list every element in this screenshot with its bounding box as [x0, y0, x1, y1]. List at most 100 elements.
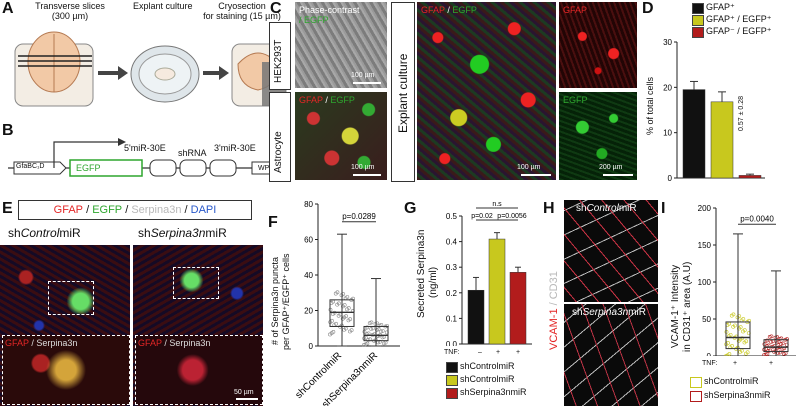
- legend-swatch: [446, 375, 458, 386]
- brain-illustration: [14, 31, 94, 107]
- p-value-label: p=0.0056: [497, 213, 526, 220]
- data-point: [335, 290, 340, 295]
- legend-label: GFAP⁻ / EGFP⁺: [706, 26, 772, 36]
- y-tick-label: 50: [702, 315, 711, 324]
- f-ylabel-2: per GFAP⁺/EGFP⁺ cells: [281, 253, 291, 350]
- dapi-label: DAPI: [190, 204, 217, 216]
- scale-bar: [603, 174, 633, 176]
- data-point: [780, 341, 785, 346]
- scale-bar-label: 200 µm: [599, 164, 623, 171]
- data-point: [742, 328, 747, 333]
- chart-d: 0 10 20 30: [663, 38, 765, 183]
- promoter-label: GfaBC₁D: [16, 163, 45, 170]
- arrow-icon: [203, 66, 229, 80]
- sep: /: [122, 204, 132, 216]
- mir3-label: 3'miR-30E: [214, 143, 256, 153]
- y-tick-label: 150: [698, 241, 712, 250]
- micrograph-h-knockdown: shSerpina3nmiR: [564, 304, 658, 406]
- y-tick-label: 100: [698, 278, 712, 287]
- p-value-label: p=0.02: [471, 213, 493, 220]
- data-point: [775, 340, 779, 345]
- box: [763, 339, 789, 353]
- data-point: [366, 338, 371, 342]
- data-point: [349, 328, 354, 333]
- y-tick-label: 0.5: [446, 212, 458, 221]
- d-ylabel: % of total cells: [645, 76, 655, 135]
- panel-letter-e: E: [2, 200, 13, 217]
- g-tnf-value: +: [516, 349, 521, 356]
- panel-letter-f: F: [268, 214, 278, 231]
- y-tick-label: 0: [309, 342, 314, 351]
- g-tnf-label: TNF:: [444, 349, 460, 356]
- data-point: [762, 353, 766, 356]
- legend-swatch: [692, 27, 704, 38]
- gfap-label: GFAP: [138, 338, 162, 348]
- legend-swatch: [446, 388, 458, 399]
- gfap-label: GFAP: [53, 204, 84, 216]
- i-tnf-value: +: [733, 360, 738, 367]
- bar: [710, 101, 734, 179]
- panel-letter-d: D: [642, 0, 654, 17]
- p-value-label: p=0.0040: [740, 214, 774, 223]
- e-col1-label: shControlmiR: [8, 226, 81, 240]
- data-point: [741, 317, 746, 321]
- data-point: [785, 337, 789, 342]
- row-label-astrocyte: Astrocyte: [269, 92, 291, 182]
- panel-a-schematic: [14, 31, 287, 107]
- data-point: [765, 338, 770, 343]
- data-point: [767, 335, 772, 339]
- box: [329, 299, 355, 327]
- data-point: [765, 352, 770, 356]
- i-ylabel-1: VCAM-1⁺ Intensity: [670, 264, 681, 348]
- phase-egfp-label: / EGFP: [299, 15, 329, 25]
- data-point: [744, 339, 749, 344]
- legend-label: shSerpina3nmiR: [460, 387, 527, 397]
- data-point: [782, 351, 786, 356]
- i-tnf-value: +: [769, 360, 774, 367]
- y-tick-label: 20: [304, 307, 313, 316]
- data-point: [385, 323, 389, 328]
- data-point: [363, 342, 368, 347]
- y-tick-label: 40: [304, 271, 313, 280]
- d-annotation: 0.57 ± 0.28: [738, 96, 745, 131]
- chart-g: 0.0 0.1 0.2 0.3 0.4 0.5 n.s p=0.02 p=0.0056: [446, 201, 532, 346]
- y-tick-label: 0: [668, 174, 673, 183]
- egfp-label: EGFP: [330, 95, 355, 105]
- box: [363, 325, 389, 342]
- e-header-box: GFAP / EGFP / Serpina3n / DAPI: [18, 200, 252, 220]
- panel-b-construct: [8, 138, 285, 177]
- micrograph-e-knockdown: GFAP / Serpina3n 50 µm: [133, 245, 263, 406]
- data-point: [369, 320, 374, 325]
- scale-bar-label: 100 µm: [517, 164, 541, 171]
- data-point: [732, 323, 737, 328]
- gfap-label: GFAP: [299, 95, 323, 105]
- y-tick-label: 20: [663, 83, 672, 92]
- data-point: [365, 325, 370, 330]
- panel-letter-a: A: [2, 0, 14, 17]
- gfap-label: GFAP: [421, 5, 445, 15]
- serpina3n-label: / Serpina3n: [31, 338, 78, 348]
- shrna-label: shRNA: [178, 148, 207, 158]
- micrograph-astrocyte: GFAP / EGFP 100 µm: [295, 92, 387, 180]
- scale-bar: [521, 174, 551, 176]
- panel-letter-h: H: [543, 200, 555, 217]
- data-point: [730, 344, 734, 348]
- y-tick-label: 60: [304, 236, 313, 245]
- data-point: [776, 340, 781, 344]
- data-point: [377, 339, 382, 344]
- e-col2-label: shSerpina3nmiR: [138, 226, 227, 240]
- legend-swatch: [692, 15, 704, 26]
- data-point: [376, 327, 381, 332]
- legend-swatch: [446, 362, 458, 373]
- gfap-label: GFAP: [5, 338, 29, 348]
- slash-label: /: [447, 5, 450, 15]
- legend-swatch: [690, 377, 702, 388]
- chart-f: 020406080p=0.0289shControlmiRshSerpina3n…: [294, 200, 400, 406]
- data-point: [769, 334, 774, 339]
- sep: /: [181, 204, 191, 216]
- step-label-cryosection: Cryosection for staining (15 µm): [203, 1, 281, 21]
- data-point: [367, 321, 372, 326]
- p-value-label: p=0.0289: [342, 212, 376, 221]
- panel-letter-i: I: [661, 200, 666, 217]
- data-point: [362, 343, 366, 347]
